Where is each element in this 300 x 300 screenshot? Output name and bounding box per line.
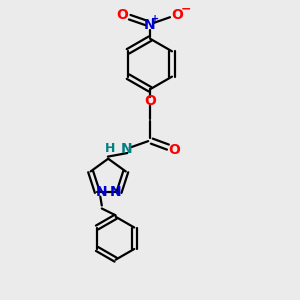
Text: O: O xyxy=(144,94,156,108)
Text: N: N xyxy=(110,185,121,199)
Text: N: N xyxy=(120,142,132,156)
Text: O: O xyxy=(117,8,128,22)
Text: N: N xyxy=(144,18,156,32)
Text: N: N xyxy=(95,185,107,199)
Text: −: − xyxy=(181,2,192,15)
Text: O: O xyxy=(172,8,183,22)
Text: H: H xyxy=(104,142,115,155)
Text: +: + xyxy=(151,14,159,24)
Text: O: O xyxy=(168,143,180,157)
